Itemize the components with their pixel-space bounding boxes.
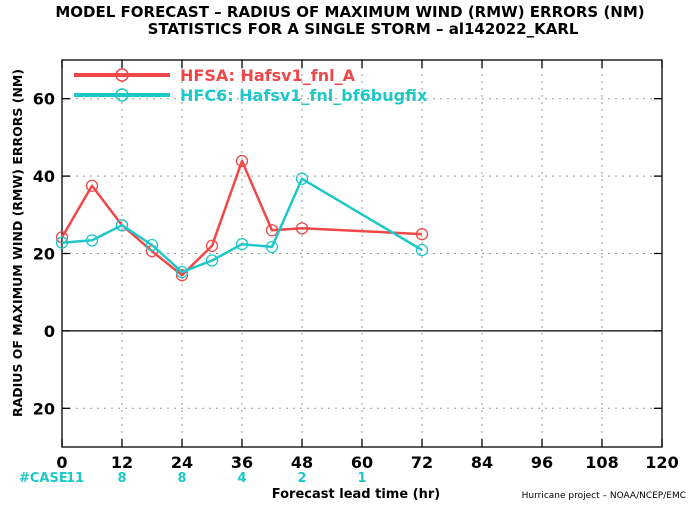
chart-title: MODEL FORECAST – RADIUS OF MAXIMUM WIND … [55, 3, 644, 21]
series-line-1 [61, 177, 423, 274]
data-point [55, 231, 69, 244]
legend-entry-label: HFSA: Hafsv1_fnl_A [180, 66, 356, 85]
data-point [85, 179, 99, 192]
data-point [265, 240, 279, 254]
x-tick-label: 0 [56, 453, 67, 472]
x-tick-label: 120 [645, 453, 678, 472]
legend-marker [115, 88, 129, 102]
case-count: 8 [117, 471, 126, 486]
x-tick-label: 108 [585, 453, 618, 472]
series-line-0 [60, 159, 423, 277]
y-tick-label: 20 [33, 245, 55, 264]
axes: 0 12 24 36 48 60 72 84 96 108 120 20 0 20 40 60 [33, 59, 679, 472]
data-point [415, 227, 429, 241]
case-count: 11 [66, 471, 84, 486]
data-point [235, 238, 249, 251]
data-point [145, 238, 159, 252]
data-point [415, 243, 429, 257]
case-count: 1 [357, 471, 366, 486]
data-point [55, 236, 69, 249]
case-count: 4 [237, 471, 246, 486]
x-tick-label: 60 [351, 453, 373, 472]
data-point [85, 234, 99, 247]
x-axis-label: Forecast lead time (hr) [272, 487, 440, 502]
data-point [205, 254, 219, 267]
data-point [295, 222, 309, 235]
data-point [115, 219, 129, 232]
series [55, 154, 429, 282]
case-count: 2 [297, 471, 306, 486]
y-tick-label: 0 [44, 322, 55, 341]
y-axis-label: RADIUS OF MAXIMUM WIND (RMW) ERRORS (NM) [10, 69, 25, 417]
y-tick-label: 60 [33, 90, 55, 109]
data-point [295, 172, 309, 185]
case-counts: 11 8 8 4 2 1 [66, 471, 367, 486]
case-count: 8 [177, 471, 186, 486]
x-tick-label: 96 [531, 453, 553, 472]
case-label: #CASE [19, 471, 68, 486]
x-tick-label: 24 [171, 453, 193, 472]
legend-marker [115, 68, 129, 82]
chart-subtitle: STATISTICS FOR A SINGLE STORM – al142022… [148, 20, 579, 38]
credit-text: Hurricane project – NOAA/NCEP/EMC [522, 491, 686, 501]
x-tick-label: 12 [111, 453, 133, 472]
data-point [235, 154, 249, 168]
legend-entry-label: HFC6: Hafsv1_fnl_bf6bugfix [180, 86, 428, 105]
y-tick-label: 40 [33, 167, 55, 186]
x-tick-label: 36 [231, 453, 253, 472]
data-point [265, 224, 279, 237]
x-tick-label: 84 [471, 453, 493, 472]
data-point [205, 239, 219, 252]
data-point [175, 269, 189, 282]
plot-frame [61, 59, 663, 448]
grid [62, 60, 662, 447]
x-tick-label: 72 [411, 453, 433, 472]
x-tick-label: 48 [291, 453, 313, 472]
data-point [175, 265, 189, 279]
y-tick-label: 20 [33, 399, 55, 418]
